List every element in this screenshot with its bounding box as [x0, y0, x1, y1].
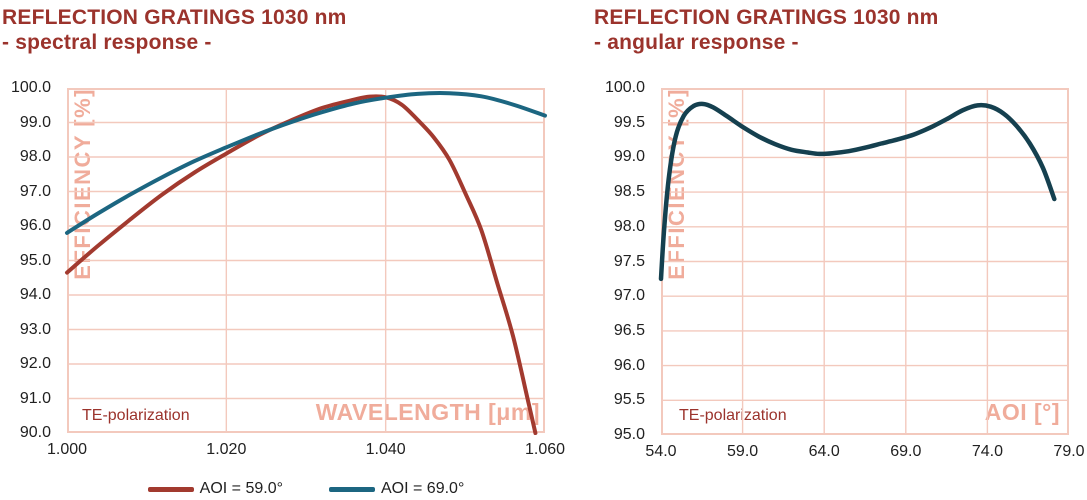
spectral-chart-title-line2: - spectral response -	[2, 31, 212, 54]
y-tick-label: 94.0	[19, 286, 51, 303]
y-tick-label: 95.5	[613, 391, 645, 409]
x-tick-label: 74.0	[971, 443, 1003, 460]
x-tick-label: 69.0	[890, 443, 922, 460]
y-tick-label: 92.0	[19, 355, 51, 372]
y-tick-label: 97.0	[613, 287, 645, 305]
legend-item-aoi-59: AOI = 59.0°	[147, 480, 283, 497]
y-tick-label: 99.0	[613, 148, 645, 166]
legend-label-aoi-69: AOI = 69.0°	[381, 480, 465, 497]
y-tick-label: 99.5	[613, 113, 645, 131]
x-tick-label: 54.0	[645, 443, 677, 460]
y-tick-label: 96.0	[613, 356, 645, 374]
curve-aoi-59-0-	[65, 94, 538, 435]
y-tick-label: 98.0	[19, 148, 51, 165]
y-tick-label: 100.0	[604, 79, 645, 96]
y-tick-label: 98.0	[613, 217, 645, 235]
angular-chart-title-line1: REFLECTION GRATINGS 1030 nm	[594, 6, 939, 29]
curve-efficiency-0	[658, 101, 1057, 282]
spectral-chart-title-line1: REFLECTION GRATINGS 1030 nm	[2, 6, 347, 29]
x-tick-label: 64.0	[808, 443, 840, 460]
y-tick-label: 91.0	[19, 389, 51, 407]
y-tick-label: 95.0	[19, 251, 51, 269]
curve-aoi-69-0-	[65, 91, 547, 235]
y-tick-label: 97.5	[613, 252, 645, 270]
y-tick-label: 90.0	[19, 424, 51, 441]
spectral-response-plot	[65, 88, 547, 435]
x-tick-label: 59.0	[727, 443, 759, 460]
legend: AOI = 59.0° AOI = 69.0°	[67, 480, 545, 498]
spectral-x-axis-label: WAVELENGTH [μm]	[315, 399, 540, 425]
x-tick-label: 79.0	[1053, 443, 1085, 460]
angular-response-plot	[658, 88, 1069, 435]
legend-item-aoi-69: AOI = 69.0°	[329, 481, 464, 497]
angular-polarization-note: TE-polarization	[679, 407, 787, 424]
y-tick-label: 100.0	[10, 79, 51, 96]
x-tick-label: 1.000	[46, 441, 88, 458]
legend-swatch-red-line	[147, 486, 194, 492]
y-tick-label: 93.0	[19, 320, 51, 338]
x-tick-label: 1.020	[206, 441, 247, 458]
x-tick-label: 1.060	[524, 441, 566, 458]
y-tick-label: 96.5	[613, 321, 645, 339]
spectral-chart-title: REFLECTION GRATINGS 1030 nm - spectral r…	[2, 5, 347, 55]
y-tick-label: 99.0	[19, 113, 51, 131]
x-tick-label: 1.040	[365, 441, 406, 458]
y-tick-label: 95.0	[613, 426, 645, 443]
y-tick-label: 97.0	[19, 182, 51, 200]
plot-border	[67, 88, 545, 433]
legend-swatch-teal-line	[329, 486, 375, 492]
angular-chart-title: REFLECTION GRATINGS 1030 nm - angular re…	[594, 5, 939, 55]
y-tick-label: 96.0	[19, 217, 51, 234]
spectral-polarization-note: TE-polarization	[82, 407, 190, 424]
legend-label-aoi-59: AOI = 59.0°	[199, 480, 283, 497]
angular-chart-title-line2: - angular response -	[594, 31, 799, 54]
y-tick-label: 98.5	[613, 183, 645, 201]
angular-x-axis-label: AOI [°]	[984, 399, 1060, 425]
